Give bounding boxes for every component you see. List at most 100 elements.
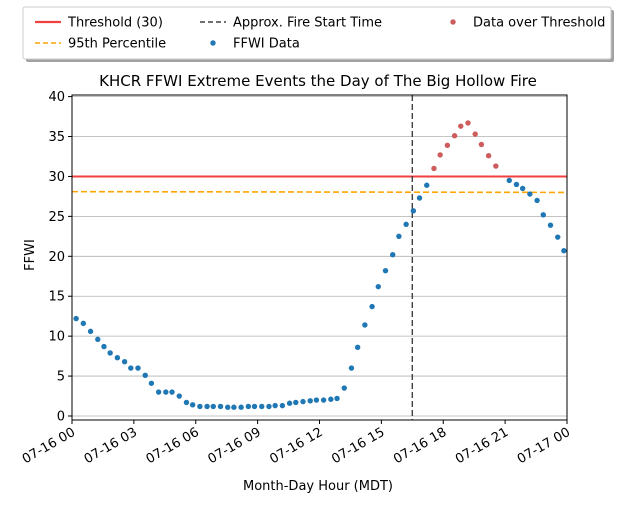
over-threshold-point [493,163,499,169]
ffwi-data-point [348,365,355,371]
ffwi-data-point [114,355,121,361]
ffwi-data-point [189,402,196,408]
y-tick-label: 25 [48,210,65,225]
ffwi-data-point [217,403,224,410]
y-tick-label: 35 [48,130,65,145]
y-tick-label: 10 [48,330,65,345]
ffwi-data-point [403,221,409,228]
over-threshold-point [458,123,464,129]
ffwi-data-point [527,191,533,197]
ffwi-data-point [204,403,210,410]
ffwi-data-point [142,372,148,378]
ffwi-data-point [416,195,423,201]
ffwi-data-point [540,212,546,218]
y-tick-label: 0 [57,410,65,425]
over-threshold-point [472,131,478,137]
ffwi-data-point [155,389,162,395]
ffwi-data-point [251,403,258,410]
ffwi-data-point [80,320,87,327]
ffwi-data-point [73,315,79,322]
over-threshold-point [437,152,443,158]
ffwi-data-point [128,365,134,371]
ffwi-data-point [225,404,231,410]
ffwi-data-point [513,181,520,188]
ffwi-data-point [286,400,293,406]
ffwi-data-point [410,208,417,214]
x-tick-label: 07-16 06 [144,425,202,467]
y-tick-label: 30 [48,170,65,185]
ffwi-data-point [135,365,141,371]
ffwi-data-point [107,350,113,356]
ffwi-data-point [95,336,101,343]
legend-entry: Approx. Fire Start Time [200,16,382,31]
ffwi-data-point [390,252,396,258]
legend-entry: 95th Percentile [35,37,166,52]
y-tick-label: 20 [48,250,65,265]
x-tick-label: 07-16 18 [391,425,449,467]
chart-title: KHCR FFWI Extreme Events the Day of The … [99,72,537,90]
ffwi-data-point [279,402,286,409]
ffwi-data-point [547,222,554,228]
ffwi-data-point [506,177,512,184]
y-tick-label: 15 [48,290,65,305]
ffwi-data-point [245,403,252,410]
ffwi-data-point [320,397,327,403]
percentile-95-line [71,190,568,194]
ffwi-data-point [272,402,278,409]
x-axis-label: Month-Day Hour (MDT) [243,479,393,494]
over-threshold-point [444,142,451,149]
over-threshold-point [451,133,458,139]
ffwi-data-point [121,359,128,365]
legend-frame [22,6,612,60]
ffwi-data-point [231,404,237,410]
ffwi-data-point [534,197,540,204]
ffwi-data-point [238,404,244,410]
data-points [73,120,573,410]
ffwi-data-point [210,403,216,410]
ffwi-data-point [555,234,561,240]
over-threshold-point [485,152,492,159]
legend-entry: FFWI Data [210,37,300,52]
ffwi-data-point [163,389,169,395]
ffwi-data-point [313,397,320,403]
y-tick-label: 5 [57,370,65,385]
ffwi-data-point [341,385,347,391]
ffwi-data-point [300,398,306,405]
ffwi-data-point [375,283,381,290]
legend-entry: Data over Threshold [450,16,605,31]
ffwi-data-point [396,233,402,240]
x-tick-label: 07-16 00 [20,425,78,467]
ffwi-data-point [519,185,526,192]
ffwi-data-point [568,258,573,263]
ffwi-data-point [362,322,368,328]
legend-swatch-dot [210,40,216,46]
over-threshold-point [465,120,471,126]
legend-label: 95th Percentile [68,37,166,52]
ffwi-data-point [148,380,155,386]
legend-label: FFWI Data [233,37,300,52]
ffwi-data-point [328,396,334,402]
ffwi-data-point [169,389,175,395]
x-tick-label: 07-16 12 [267,425,325,467]
plot-area: 0 5 10 15 20 25 30 35 40 07-16 00 07-16 03 07-16 06… [20,90,573,467]
legend-label: Threshold (30) [67,16,163,31]
legend-entry: Threshold (30) [35,16,163,31]
ffwi-data-point [101,343,107,350]
legend: Threshold (30) Approx. Fire Start Time Dat… [22,6,614,62]
ffwi-data-point [87,328,94,335]
x-tick-label: 07-16 09 [206,425,264,467]
ffwi-data-point [424,182,430,188]
x-tick-label: 07-17 00 [515,425,573,467]
legend-label: Approx. Fire Start Time [233,16,382,31]
ffwi-data-point [382,267,389,274]
y-tick-label: 40 [48,90,65,105]
ffwi-data-point [369,303,375,310]
ffwi-data-point [334,395,340,402]
ffwi-data-point [266,403,272,410]
ffwi-data-point [183,399,190,406]
x-tick-label: 07-16 21 [453,425,511,467]
legend-label: Data over Threshold [473,16,605,31]
x-tick-label: 07-16 15 [329,425,387,467]
axes-frame [71,94,568,421]
